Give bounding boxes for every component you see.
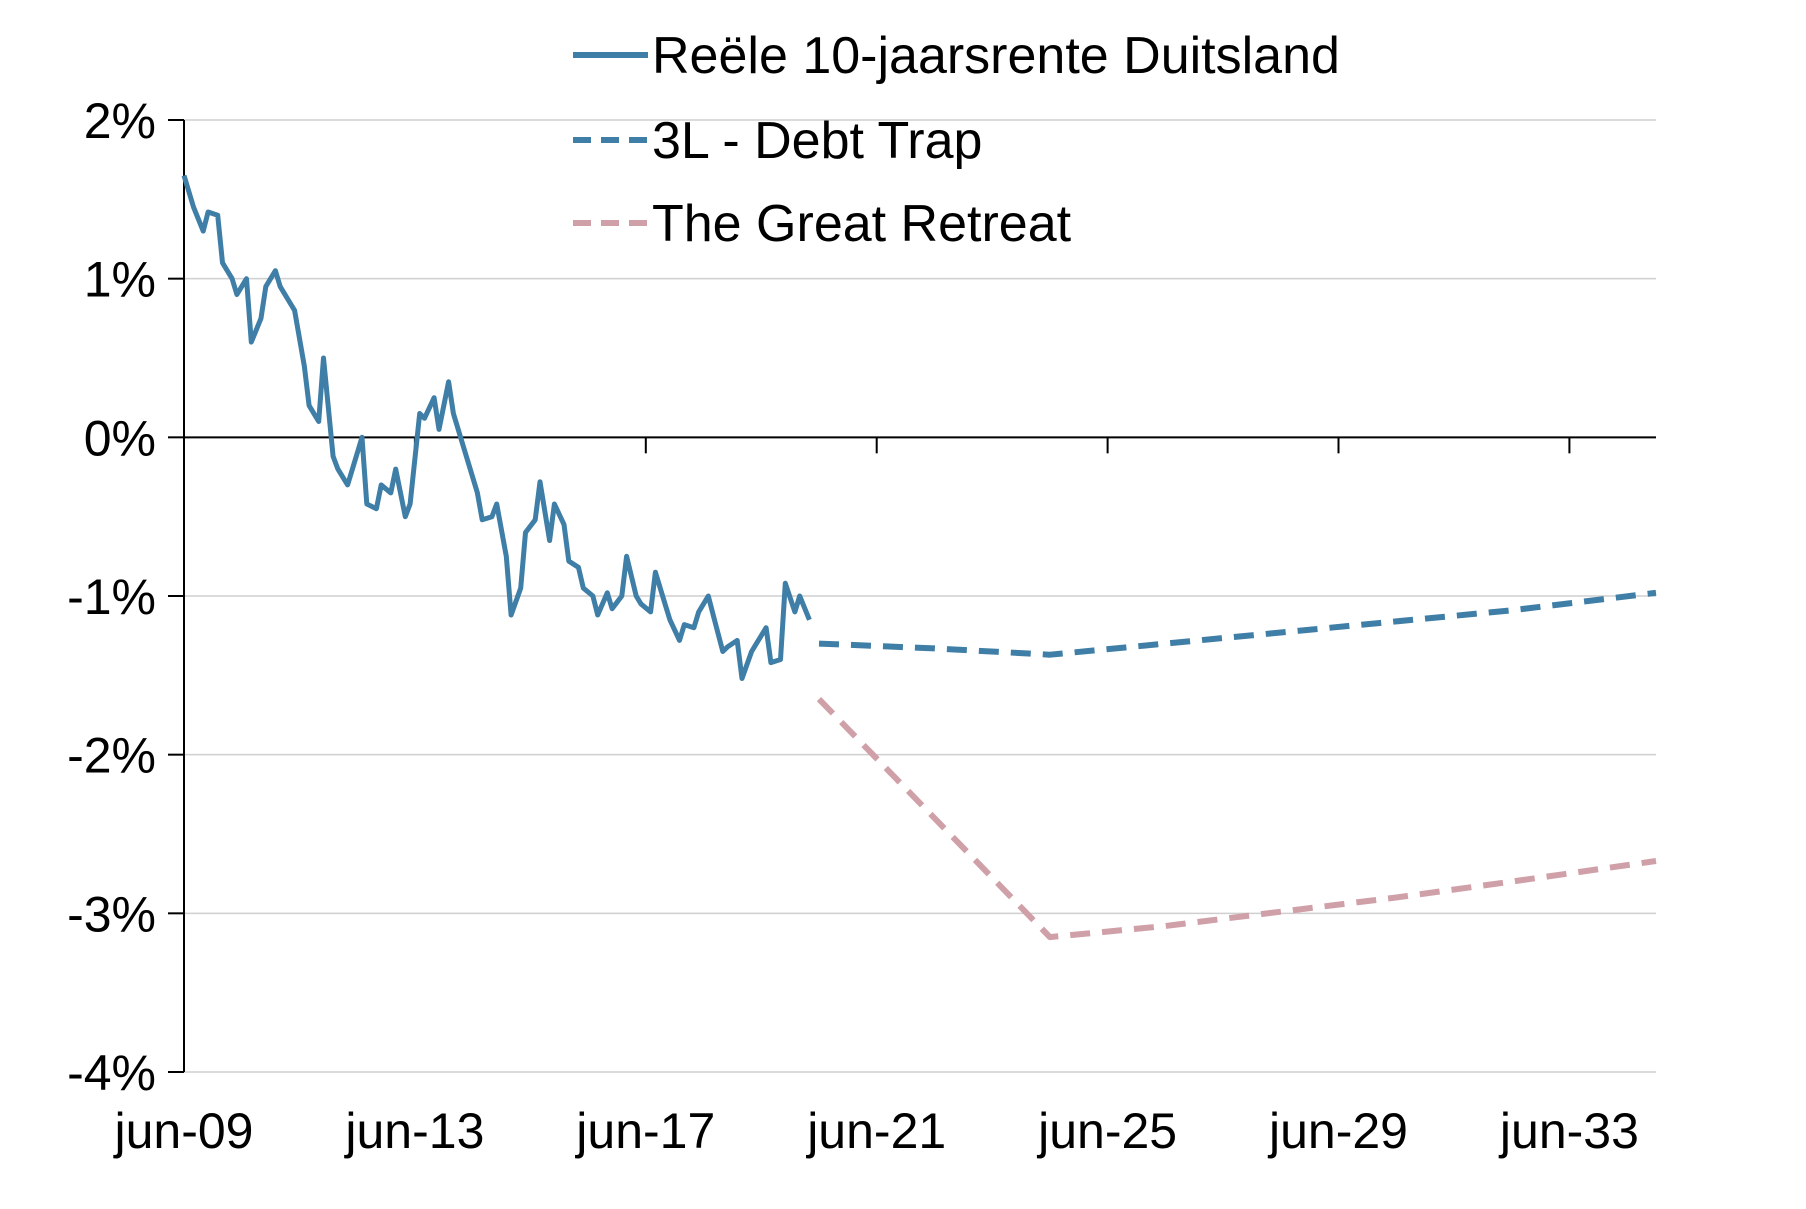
x-tick-label: jun-29 [1267, 1103, 1408, 1159]
series-lines [181, 174, 1657, 941]
series-line-1 [818, 589, 1657, 658]
y-tick-label: -4% [67, 1045, 156, 1101]
axes: 2% 1% 0% -1% -2% -3% -4%jun-09 jun-13 jun-17 jun-… [67, 93, 1656, 1159]
y-tick-label: 2% [84, 93, 156, 149]
y-tick-label: -3% [67, 886, 156, 942]
y-tick-label: -2% [67, 728, 156, 784]
legend-label-0: Reële 10-jaarsrente Duitsland [652, 27, 1340, 85]
x-tick-label: jun-13 [343, 1103, 484, 1159]
x-tick-label: jun-17 [574, 1103, 715, 1159]
x-tick-label: jun-21 [805, 1103, 946, 1159]
series-line-2 [816, 697, 1657, 941]
series-line-0 [181, 174, 812, 681]
y-tick-label: 0% [84, 410, 156, 466]
legend-label-1: 3L - Debt Trap [652, 112, 982, 170]
x-tick-label: jun-25 [1036, 1103, 1177, 1159]
x-tick-label: jun-33 [1498, 1103, 1639, 1159]
gridlines [184, 119, 1656, 1073]
legend: Reële 10-jaarsrente Duitsland 3L - Debt T… [573, 27, 1340, 253]
x-tick-label: jun-09 [113, 1103, 254, 1159]
y-tick-label: -1% [67, 569, 156, 625]
legend-label-2: The Great Retreat [652, 195, 1072, 253]
y-tick-label: 1% [84, 252, 156, 308]
